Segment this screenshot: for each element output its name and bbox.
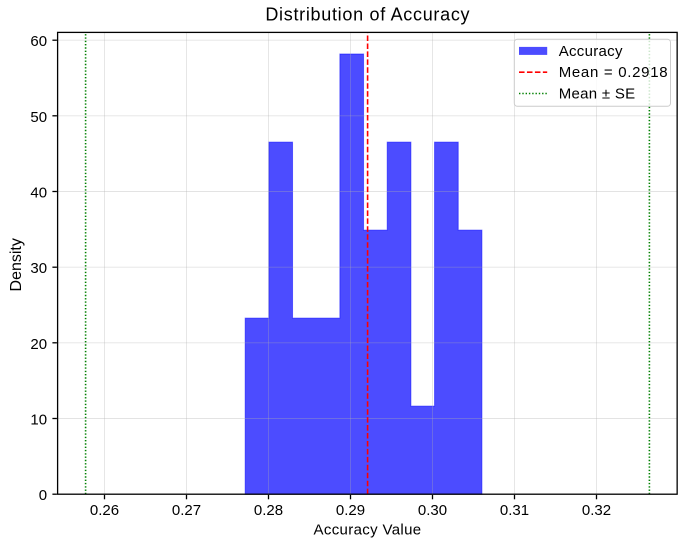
svg-text:20: 20 [30, 336, 47, 353]
svg-text:40: 40 [30, 185, 47, 202]
svg-text:0.29: 0.29 [336, 502, 365, 519]
svg-text:10: 10 [30, 412, 47, 429]
svg-text:50: 50 [30, 109, 47, 126]
svg-text:0.27: 0.27 [172, 502, 201, 519]
svg-text:0.32: 0.32 [582, 502, 611, 519]
svg-text:60: 60 [30, 33, 47, 50]
svg-text:Accuracy Value: Accuracy Value [313, 522, 421, 539]
svg-text:Mean ± SE: Mean ± SE [559, 85, 636, 102]
svg-text:30: 30 [30, 260, 47, 277]
svg-text:Density: Density [8, 238, 25, 291]
svg-text:Accuracy: Accuracy [559, 43, 623, 60]
svg-text:Mean = 0.2918: Mean = 0.2918 [559, 64, 669, 81]
svg-text:0.31: 0.31 [500, 502, 529, 519]
svg-text:0: 0 [39, 487, 47, 504]
svg-text:Distribution of Accuracy: Distribution of Accuracy [265, 4, 470, 24]
svg-text:0.30: 0.30 [418, 502, 447, 519]
svg-text:0.28: 0.28 [254, 502, 283, 519]
svg-text:0.26: 0.26 [90, 502, 119, 519]
